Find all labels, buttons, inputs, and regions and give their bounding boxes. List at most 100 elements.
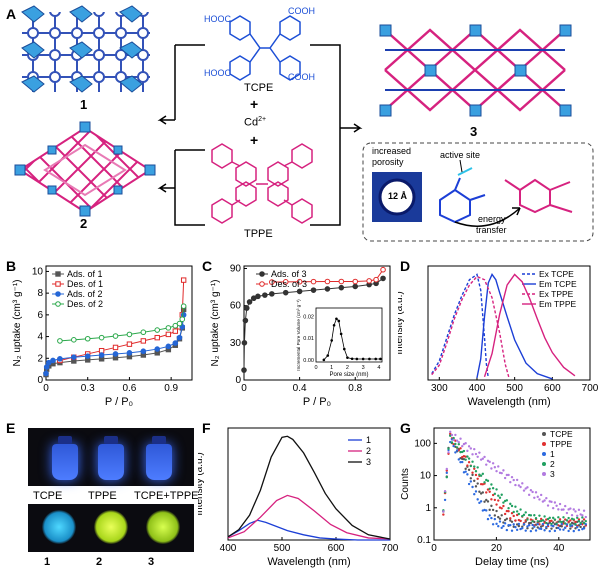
decay-point xyxy=(495,509,498,513)
powder-label-1: 1 xyxy=(44,556,51,568)
decay-point xyxy=(581,520,584,523)
data-point xyxy=(352,278,359,285)
decay-point xyxy=(473,447,476,451)
data-point xyxy=(112,333,119,339)
decay-point xyxy=(502,469,505,472)
decay-point xyxy=(581,523,584,526)
decay-point xyxy=(558,518,562,521)
decay-point xyxy=(464,442,467,445)
decay-point xyxy=(495,522,498,526)
y-tick-label: 0 xyxy=(37,375,43,386)
tcpe-label: TCPE xyxy=(244,82,274,94)
legend-label: Des. of 3 xyxy=(271,279,307,289)
decay-point xyxy=(473,479,476,483)
decay-point xyxy=(443,490,447,493)
decay-point xyxy=(464,470,467,473)
data-point xyxy=(57,356,63,362)
vial-mixed xyxy=(146,436,172,480)
inset-point xyxy=(374,357,378,361)
decay-point xyxy=(536,495,539,499)
y-tick-label: 2 xyxy=(37,353,43,364)
series-3 xyxy=(227,435,391,540)
series-ads-of-1 xyxy=(43,306,187,378)
decay-point xyxy=(531,527,534,530)
decay-point xyxy=(483,455,486,459)
decay-point xyxy=(527,493,531,497)
decay-point xyxy=(455,446,459,449)
legend-label: Des. of 1 xyxy=(67,279,103,289)
active-site-label: active site xyxy=(440,150,481,160)
decay-point xyxy=(563,522,567,525)
x-tick-label: 600 xyxy=(544,383,561,394)
decay-point xyxy=(497,465,500,468)
decay-point xyxy=(541,519,545,522)
decay-point xyxy=(510,520,514,523)
decay-point xyxy=(551,516,555,520)
decay-point xyxy=(442,510,445,513)
series-des-of-2 xyxy=(57,303,187,344)
decay-point xyxy=(505,473,509,477)
decay-point xyxy=(495,469,498,473)
decay-point xyxy=(576,514,579,517)
inset-box xyxy=(362,142,594,242)
decay-point xyxy=(493,492,497,496)
decay-point xyxy=(471,453,474,456)
decay-point xyxy=(551,506,555,510)
decay-point xyxy=(512,478,515,482)
decay-point xyxy=(526,518,529,521)
decay-point xyxy=(467,482,471,486)
decay-point xyxy=(474,470,478,473)
data-point xyxy=(126,341,133,347)
decay-point xyxy=(582,527,586,530)
decay-point xyxy=(471,485,474,489)
decay-point xyxy=(498,496,502,499)
y-axis-label: N₂ uptake (cm³ g⁻¹) xyxy=(210,280,221,367)
legend-marker xyxy=(259,271,265,277)
x-tick-label: 40 xyxy=(553,543,565,554)
decay-point xyxy=(479,500,483,503)
data-point xyxy=(241,367,247,373)
inset-y-tick-label: 0.02 xyxy=(303,315,314,321)
decay-point xyxy=(539,517,543,521)
decay-point xyxy=(522,523,526,526)
decay-point xyxy=(485,491,488,494)
data-point xyxy=(126,350,133,356)
decay-point xyxy=(510,512,514,515)
decay-point xyxy=(476,482,479,485)
data-point xyxy=(57,338,63,344)
decay-point xyxy=(567,516,570,520)
inset-point xyxy=(379,357,382,361)
panel-label-c: C xyxy=(202,258,213,274)
series-line xyxy=(45,314,185,374)
decay-point xyxy=(514,483,517,487)
y-tick-label: 0.1 xyxy=(417,535,431,546)
legend-label: TCPE xyxy=(550,429,573,439)
decay-point xyxy=(563,504,567,508)
y-tick-label: 0 xyxy=(235,375,241,386)
decay-point xyxy=(560,508,563,511)
decay-point xyxy=(450,441,454,444)
decay-point xyxy=(473,493,476,496)
y-tick-label: 6 xyxy=(37,310,43,321)
inset-x-label: Pore size (nm) xyxy=(329,372,368,378)
decay-point xyxy=(539,493,543,497)
decay-point xyxy=(557,516,560,519)
data-point xyxy=(310,287,317,293)
y-tick-label: 60 xyxy=(230,301,242,312)
structure-1-graphic xyxy=(21,5,150,93)
y-tick-label: 100 xyxy=(414,438,431,449)
decay-point xyxy=(529,521,533,525)
decay-point xyxy=(558,528,562,531)
x-axis-label: Wavelength (nm) xyxy=(267,556,350,568)
decay-point xyxy=(574,523,577,526)
decay-point xyxy=(474,485,478,488)
decay-point xyxy=(517,484,521,487)
decay-point xyxy=(550,527,553,530)
y-axis-label: Intensity (a.u.) xyxy=(198,452,205,515)
pore-size-label: 12 Å xyxy=(388,191,408,201)
structure-1-label: 1 xyxy=(80,97,88,112)
decay-point xyxy=(497,499,500,502)
decay-point xyxy=(452,444,455,448)
decay-point xyxy=(558,502,562,506)
